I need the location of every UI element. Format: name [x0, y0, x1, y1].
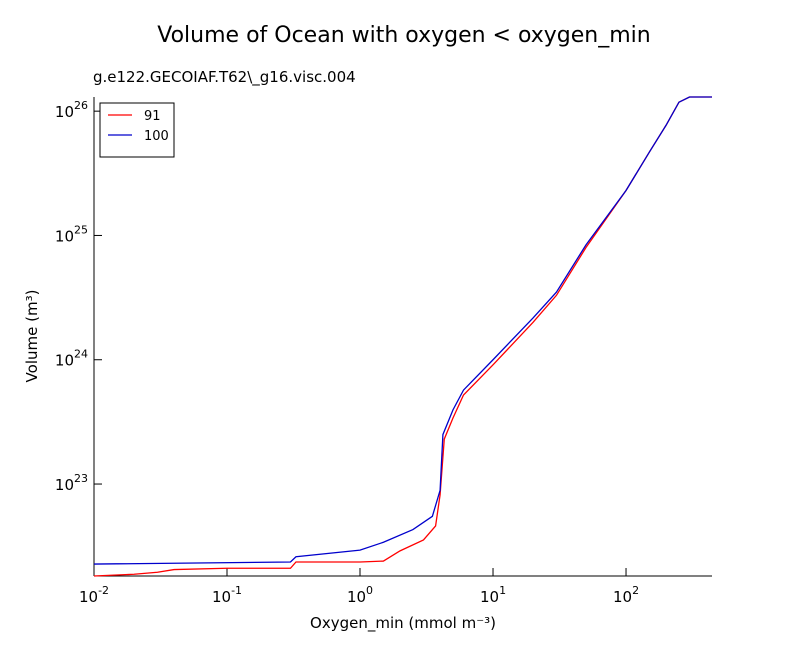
legend-label: 100	[144, 129, 169, 144]
y-tick-label-base: 10	[55, 352, 74, 370]
x-tick-label: 100	[347, 584, 373, 606]
y-tick-label-exponent: 26	[74, 99, 88, 112]
x-tick-label-base: 10	[347, 588, 366, 606]
y-tick-label: 1024	[55, 348, 88, 370]
y-axis-label: Volume (m³)	[23, 290, 41, 383]
x-tick-label: 101	[480, 584, 506, 606]
x-tick-label-base: 10	[79, 588, 98, 606]
chart-title: Volume of Ocean with oxygen < oxygen_min	[157, 23, 651, 48]
x-axis-label: Oxygen_min (mmol m⁻³)	[310, 614, 496, 633]
y-tick-label: 1025	[55, 223, 88, 245]
x-tick-label-base: 10	[613, 588, 632, 606]
y-tick-label-exponent: 23	[74, 472, 88, 485]
chart-subtitle: g.e122.GECOIAF.T62\_g16.visc.004	[93, 68, 356, 87]
x-tick-label-exponent: 1	[499, 584, 506, 597]
y-tick-label-base: 10	[55, 476, 74, 494]
series-line	[93, 96, 712, 565]
x-tick-label: 10-2	[79, 584, 109, 606]
y-tick-label: 1023	[55, 472, 88, 494]
x-tick-label-exponent: 0	[366, 584, 373, 597]
series-line	[93, 96, 712, 577]
y-tick-label-base: 10	[55, 103, 74, 121]
y-tick-label-exponent: 24	[74, 348, 88, 361]
x-tick-label-exponent: 2	[632, 584, 639, 597]
legend-label: 91	[144, 109, 161, 124]
x-tick-label: 102	[613, 584, 639, 606]
y-tick-label-exponent: 25	[74, 223, 88, 236]
x-tick-label-base: 10	[480, 588, 499, 606]
y-tick-label: 1026	[55, 99, 88, 121]
x-tick-label-exponent: -2	[98, 584, 109, 597]
x-tick-label-base: 10	[212, 588, 231, 606]
legend-box	[99, 102, 175, 158]
x-tick-label-exponent: -1	[231, 584, 242, 597]
y-tick-label-base: 10	[55, 227, 74, 245]
x-tick-label: 10-1	[212, 584, 242, 606]
